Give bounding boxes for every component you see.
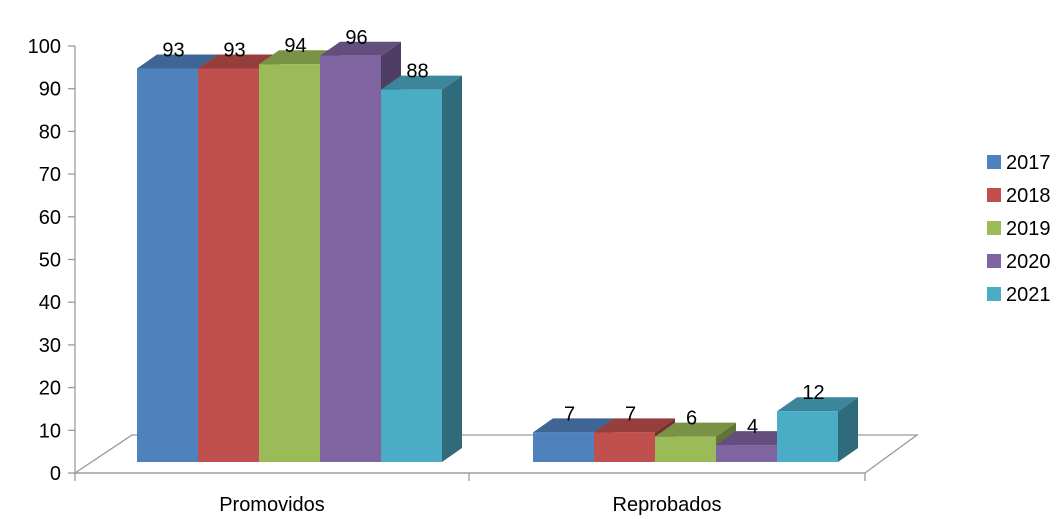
data-label: 4: [747, 416, 758, 438]
bar-top-face: [137, 54, 218, 69]
legend-swatch: [987, 221, 1001, 235]
y-tick-label: 50: [39, 250, 61, 272]
legend-label: 2017: [1006, 152, 1051, 174]
bar-top-face: [198, 54, 279, 69]
data-label: 93: [162, 39, 184, 61]
bar-top-face: [533, 418, 614, 433]
bar-front-face: [137, 68, 198, 462]
legend-item-2017: 2017: [987, 152, 1051, 174]
data-label: 6: [686, 408, 697, 430]
data-label: 96: [345, 27, 367, 49]
y-tick-label: 70: [39, 164, 61, 186]
bar-front-face: [533, 432, 594, 462]
legend: 2017 2018 2019 2020 2021: [987, 152, 1051, 306]
bar-front-face: [259, 64, 320, 463]
bar-side-face: [442, 75, 462, 462]
y-tick-label: 0: [50, 463, 61, 485]
y-tick-label: 60: [39, 207, 61, 229]
bar-top-face: [381, 75, 462, 90]
data-label: 93: [223, 39, 245, 61]
bar-top-face: [259, 50, 340, 65]
bar-front-face: [198, 68, 259, 462]
y-tick-label: 30: [39, 335, 61, 357]
legend-swatch: [987, 188, 1001, 202]
bar-front-face: [655, 436, 716, 462]
legend-item-2021: 2021: [987, 284, 1051, 306]
y-tick-label: 80: [39, 121, 61, 143]
legend-swatch: [987, 254, 1001, 268]
y-tick-label: 90: [39, 79, 61, 101]
bar-top-face: [594, 418, 675, 433]
plot-area: [137, 41, 858, 463]
data-label: 7: [625, 403, 636, 425]
data-label: 94: [284, 35, 306, 57]
legend-label: 2019: [1006, 218, 1051, 240]
y-tick-label: 20: [39, 378, 61, 400]
bar-top-face: [777, 397, 858, 412]
axes: 0 10 20 30 40 50 60 70 80 90 100 Promovidos Reprobad…: [28, 36, 866, 516]
legend-swatch: [987, 287, 1001, 301]
data-label: 7: [564, 403, 575, 425]
x-category-label: Promovidos: [219, 494, 325, 516]
bar-top-face: [716, 431, 797, 446]
data-label: 12: [802, 382, 824, 404]
legend-item-2018: 2018: [987, 185, 1051, 207]
y-tick-label: 40: [39, 292, 61, 314]
y-tick-label: 10: [39, 420, 61, 442]
bar-front-face: [381, 89, 442, 462]
y-tick-label: 100: [28, 36, 61, 58]
data-label: 88: [406, 61, 428, 83]
bar-top-face: [320, 41, 401, 56]
bar-top-face: [655, 422, 736, 437]
legend-label: 2021: [1006, 284, 1051, 306]
bar-front-face: [777, 411, 838, 462]
legend-label: 2018: [1006, 185, 1051, 207]
bar-front-face: [320, 55, 381, 462]
x-category-label: Reprobados: [613, 494, 722, 516]
data-labels: 93 93 94 96 88 7 7 6 4 12: [162, 27, 824, 438]
legend-label: 2020: [1006, 251, 1051, 273]
bar-side-face: [838, 397, 858, 462]
legend-item-2019: 2019: [987, 218, 1051, 240]
legend-item-2020: 2020: [987, 251, 1051, 273]
bar-2021-reprobados: [777, 397, 858, 462]
bar-2021-promovidos: [381, 75, 462, 462]
bar-front-face: [716, 445, 777, 462]
bar-front-face: [594, 432, 655, 462]
legend-swatch: [987, 155, 1001, 169]
